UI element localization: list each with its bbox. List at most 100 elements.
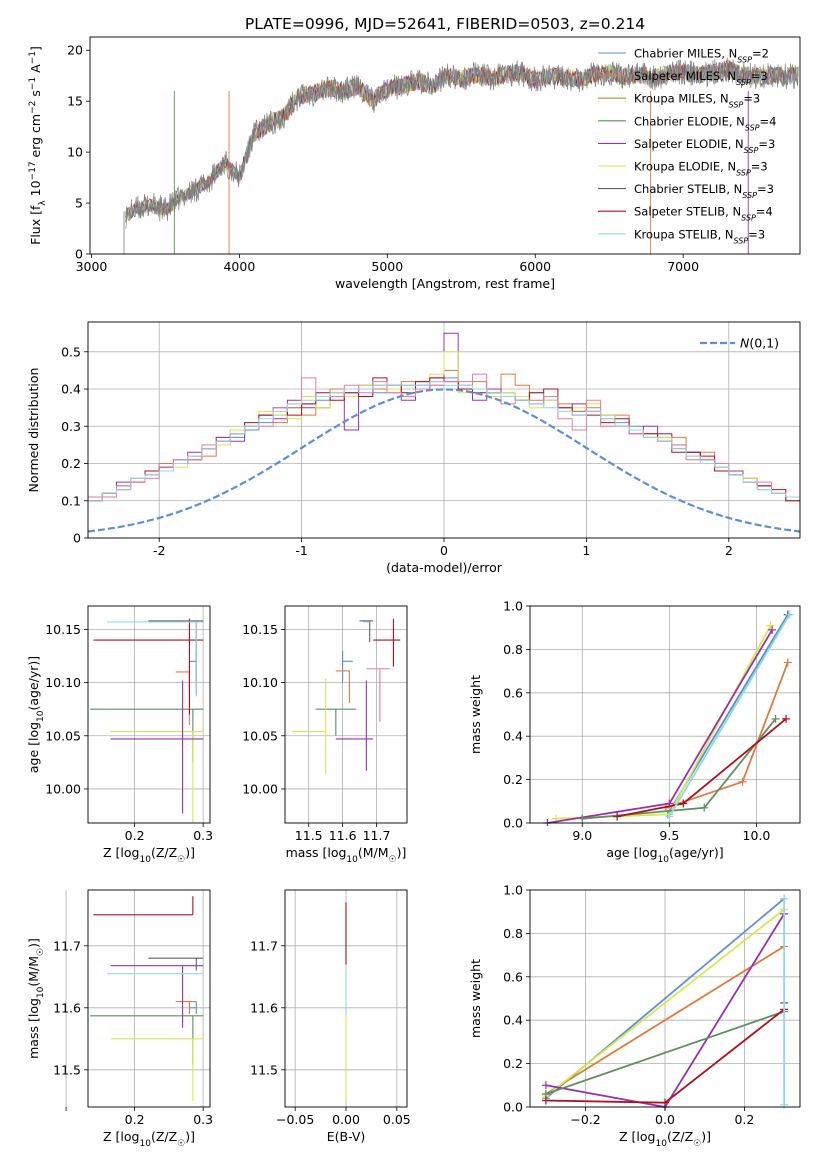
x-axis-label: (data-model)/error xyxy=(386,560,503,575)
y-axis-label: Normed distribution xyxy=(26,368,41,493)
weight-line xyxy=(556,625,772,820)
x-tick-label: -1 xyxy=(295,543,307,558)
y-tick-label: 0 xyxy=(73,531,81,546)
x-tick-label: 6000 xyxy=(519,259,551,274)
errorbars xyxy=(90,896,204,1101)
figure-title: PLATE=0996, MJD=52641, FIBERID=0503, z=0… xyxy=(245,15,645,33)
y-tick-label: 0.8 xyxy=(503,926,523,941)
errorbar-point xyxy=(93,618,204,715)
errorbar-point xyxy=(93,896,194,916)
x-axis-label: age [log10(age/yr)] xyxy=(606,845,723,865)
y-tick-label: 10.00 xyxy=(45,781,81,796)
x-axis-label: Z [log10(Z/Z☉)] xyxy=(103,845,195,865)
x-tick-label: -2 xyxy=(153,543,165,558)
y-tick-label: 0 xyxy=(75,247,83,262)
x-tick-label: 1 xyxy=(582,543,590,558)
y-tick-label: 10.05 xyxy=(45,728,81,743)
mass-vs-Z-panel: 0.2 0.3 11.5 11.6 11.7 Z [log10(Z/Z☉)] mass [l… xyxy=(26,889,213,1149)
x-axis-label: E(B-V) xyxy=(327,1129,366,1144)
y-tick-label: 10.15 xyxy=(45,622,81,637)
weight-marker xyxy=(785,610,794,619)
y-tick-label: 0.2 xyxy=(503,1056,523,1071)
y-tick-label: 10.00 xyxy=(242,781,278,796)
legend-label: Chabrier ELODIE, NSSP=4 xyxy=(634,114,776,132)
errorbar-point xyxy=(110,730,204,823)
errorbar-point xyxy=(110,1038,204,1101)
weight-vs-age-panel: 9.0 9.5 10.0 0.0 0.2 0.4 0.6 0.8 1.0 age [log10(a… xyxy=(468,599,801,865)
weight-line xyxy=(668,614,791,817)
y-tick-label: 0.1 xyxy=(61,493,81,508)
histogram-step xyxy=(88,377,800,505)
x-tick-label: 0.2 xyxy=(734,1112,754,1127)
errorbar-point xyxy=(373,618,401,667)
x-tick-label: 0.3 xyxy=(193,828,213,843)
errorbar-point xyxy=(148,620,204,696)
errorbar-point xyxy=(291,678,327,775)
errorbar-point xyxy=(90,1015,204,1066)
y-tick-label: 5 xyxy=(75,196,83,211)
legend-label: Salpeter MILES, NSSP=3 xyxy=(634,69,768,87)
x-tick-label: 11.7 xyxy=(363,828,391,843)
errorbar-point xyxy=(315,708,357,736)
legend-label: Salpeter STELIB, NSSP=4 xyxy=(634,205,773,223)
errorbar-point xyxy=(148,957,204,971)
weight-marker xyxy=(613,812,622,821)
y-tick-label: 15 xyxy=(67,94,83,109)
spectrum-observed-line xyxy=(125,57,799,229)
weight-marker xyxy=(768,625,777,634)
legend-label: Chabrier MILES, NSSP=2 xyxy=(634,47,769,65)
spectrum-panel: 3000 4000 5000 6000 7000 0 5 10 15 20 wavelength [… xyxy=(28,36,801,291)
y-axis-label: mass weight xyxy=(468,959,483,1038)
y-tick-label: 0.4 xyxy=(503,1013,523,1028)
x-tick-label: 7000 xyxy=(667,259,699,274)
x-tick-label: 2 xyxy=(725,543,733,558)
legend-label: Chabrier STELIB, NSSP=3 xyxy=(634,182,774,200)
weight-marker xyxy=(766,621,775,630)
weight-marker xyxy=(771,714,780,723)
y-tick-label: 0.0 xyxy=(503,1100,523,1115)
weight-marker xyxy=(780,894,789,903)
x-tick-label: 10.0 xyxy=(743,828,771,843)
y-tick-label: 11.7 xyxy=(250,938,278,953)
plot-frame xyxy=(89,36,801,255)
weight-marker xyxy=(780,1100,789,1109)
legend-label: Kroupa ELODIE, NSSP=3 xyxy=(634,160,768,178)
y-axis-label: age [log10(age/yr)] xyxy=(26,656,46,773)
x-tick-label: 0.05 xyxy=(383,1112,411,1127)
y-tick-label: 0.2 xyxy=(503,772,523,787)
weight-marker xyxy=(679,799,688,808)
y-tick-label: 0.4 xyxy=(503,729,523,744)
weight-line xyxy=(545,908,785,1097)
x-tick-label: 3000 xyxy=(76,259,108,274)
y-tick-label: 0.5 xyxy=(61,344,81,359)
y-tick-label: 0.2 xyxy=(61,456,81,471)
weight-line xyxy=(547,629,773,824)
y-tick-label: 10.10 xyxy=(45,675,81,690)
errorbar-point xyxy=(110,965,204,1028)
errorbar-point xyxy=(335,670,350,703)
age-vs-mass-panel: 11.5 11.6 11.7 10.00 10.05 10.10 10.15 mass [lo… xyxy=(242,605,408,865)
y-tick-label: 1.0 xyxy=(503,599,523,614)
y-tick-label: 0.4 xyxy=(61,382,81,397)
x-tick-label: 9.5 xyxy=(659,828,679,843)
histogram-step xyxy=(88,351,800,505)
histogram-step xyxy=(88,377,800,505)
x-axis-label: Z [log10(Z/Z☉)] xyxy=(619,1129,711,1149)
age-vs-Z-panel: 0.2 0.3 10.00 10.05 10.10 10.15 Z [log10(Z/Z☉)… xyxy=(26,605,213,865)
x-tick-label: −0.2 xyxy=(570,1112,600,1127)
y-tick-label: 11.5 xyxy=(250,1062,278,1077)
x-tick-label: 4000 xyxy=(223,259,255,274)
y-tick-label: 10.05 xyxy=(242,728,278,743)
weight-marker xyxy=(783,658,792,667)
x-tick-label: 0.2 xyxy=(125,1112,145,1127)
spectrum-traces xyxy=(123,57,799,254)
y-axis-label: mass [log10(M/M☉)] xyxy=(26,938,46,1059)
y-tick-label: 11.5 xyxy=(53,1062,81,1077)
errorbar-point xyxy=(175,1001,197,1014)
x-tick-label: 9.0 xyxy=(572,828,592,843)
weight-lines xyxy=(543,610,794,826)
weight-marker xyxy=(782,714,791,723)
legend-label: N(0,1) xyxy=(740,336,779,351)
y-tick-label: 0.6 xyxy=(503,685,523,700)
